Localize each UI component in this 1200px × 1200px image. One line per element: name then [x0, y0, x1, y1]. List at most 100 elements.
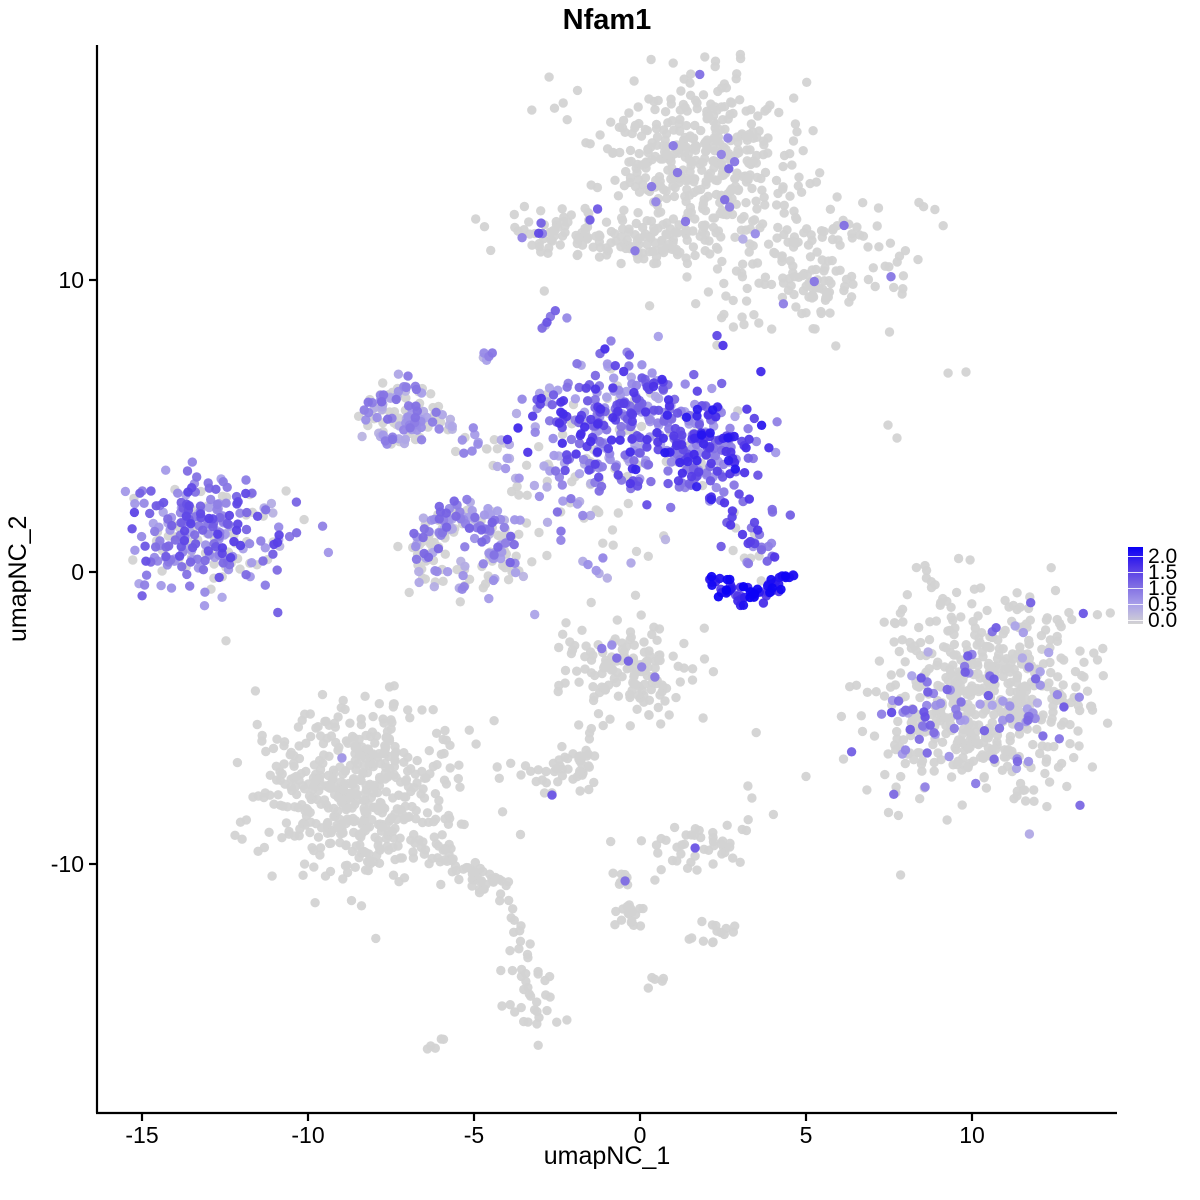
cell-point	[963, 744, 974, 754]
cell-point	[434, 514, 444, 524]
cell-point	[712, 466, 722, 476]
cell-point	[505, 1000, 515, 1010]
cell-point	[338, 784, 349, 795]
cell-point	[614, 122, 624, 132]
cell-point	[971, 726, 981, 737]
cell-point	[552, 507, 563, 517]
cell-point	[679, 74, 689, 84]
cell-point	[289, 758, 299, 769]
cell-point	[583, 232, 593, 243]
cell-point	[566, 494, 576, 504]
cell-point	[774, 107, 784, 118]
cell-point	[1044, 777, 1055, 787]
cell-point	[893, 696, 904, 706]
cell-point	[681, 253, 691, 263]
cell-point	[455, 782, 465, 792]
cell-point	[949, 723, 959, 734]
cell-point	[489, 550, 499, 560]
cell-point	[470, 512, 480, 523]
cell-point	[650, 663, 660, 673]
cell-point	[460, 561, 470, 571]
cell-point	[900, 745, 911, 755]
cell-point	[391, 772, 401, 783]
cell-point	[304, 791, 315, 801]
cell-point	[1082, 686, 1093, 696]
cell-point	[632, 481, 643, 491]
cell-point	[960, 667, 970, 677]
cell-point	[590, 370, 601, 381]
cell-point	[707, 383, 717, 394]
cell-point	[743, 558, 754, 569]
cell-point	[187, 457, 197, 467]
cell-point	[637, 360, 647, 370]
cell-point	[170, 535, 180, 545]
cell-point	[436, 879, 446, 890]
cell-point	[778, 299, 789, 309]
cell-point	[759, 192, 769, 202]
cell-point	[1018, 627, 1028, 638]
cell-point	[403, 401, 414, 411]
cell-point	[656, 719, 666, 729]
cell-point	[388, 870, 399, 880]
cell-point	[802, 77, 812, 88]
cell-point	[789, 93, 799, 103]
cell-point	[602, 359, 613, 369]
cell-point	[603, 443, 613, 454]
cell-point	[572, 499, 583, 509]
cell-point	[470, 857, 480, 868]
cell-point	[681, 412, 692, 422]
cell-point	[895, 870, 906, 880]
cell-point	[533, 765, 543, 775]
cell-point	[291, 771, 301, 782]
cell-point	[699, 138, 710, 149]
cell-point	[509, 539, 519, 550]
cell-point	[225, 553, 236, 563]
cell-point	[656, 865, 666, 875]
cell-point	[700, 52, 710, 62]
cell-point	[570, 394, 581, 404]
cell-point	[493, 542, 503, 552]
cell-point	[454, 874, 464, 885]
cell-point	[650, 104, 660, 115]
cell-point	[835, 265, 845, 275]
cell-point	[698, 713, 708, 723]
cell-point	[915, 692, 925, 703]
cell-point	[909, 755, 919, 765]
cell-point	[916, 673, 926, 683]
cell-point	[713, 592, 724, 602]
cell-point	[548, 433, 558, 444]
cell-point	[527, 105, 537, 115]
cell-point	[681, 142, 691, 152]
cell-point	[562, 1015, 572, 1025]
cell-point	[177, 562, 187, 572]
cell-point	[568, 774, 578, 784]
cell-point	[139, 498, 149, 508]
cell-point	[905, 637, 915, 648]
cell-point	[1074, 692, 1085, 702]
cell-point	[666, 457, 676, 467]
cell-point	[989, 674, 999, 684]
cell-point	[419, 793, 430, 803]
cell-point	[616, 421, 626, 432]
cell-point	[572, 85, 583, 96]
cell-point	[701, 176, 711, 187]
cell-point	[724, 164, 734, 174]
cell-point	[728, 108, 738, 119]
cell-point	[361, 415, 371, 425]
cell-point	[388, 842, 398, 853]
cell-point	[502, 453, 512, 463]
cell-point	[294, 741, 304, 751]
cell-point	[434, 501, 444, 512]
cell-point	[705, 249, 715, 259]
cell-point	[612, 653, 622, 663]
cell-point	[317, 689, 328, 700]
cell-point	[455, 597, 465, 607]
cell-point	[679, 839, 690, 849]
cell-point	[451, 866, 461, 876]
cell-point	[791, 212, 801, 223]
cell-point	[744, 434, 754, 444]
cell-point	[380, 436, 390, 446]
cell-point	[391, 815, 402, 825]
cell-point	[1000, 595, 1010, 606]
cell-point	[130, 545, 140, 555]
